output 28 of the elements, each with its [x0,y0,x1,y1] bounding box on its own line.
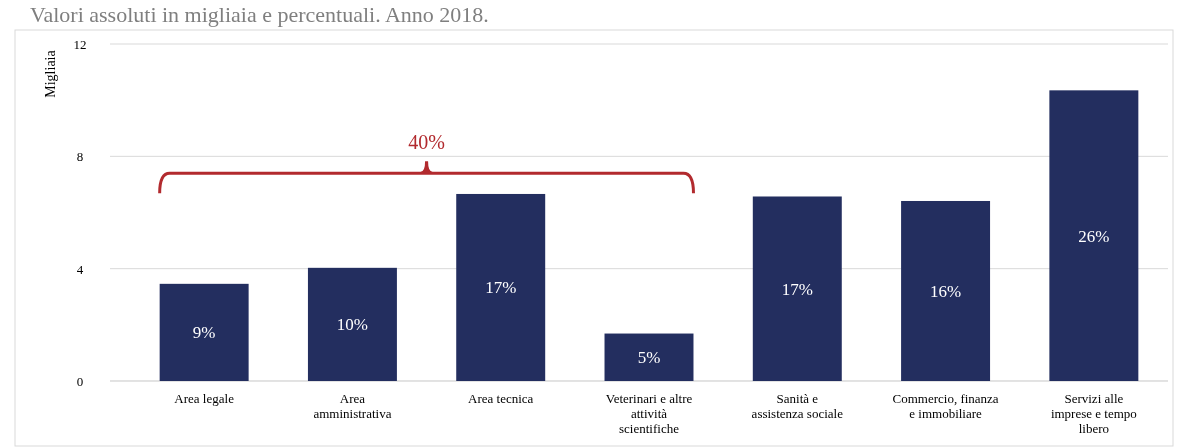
y-tick-label: 4 [76,261,84,277]
annotation: 9% [192,323,216,343]
bar [456,193,546,381]
annotation: 5% [637,348,661,368]
bar [752,196,842,381]
bar [604,333,694,381]
x-tick-label: Commercio, finanza e immobiliare [892,391,999,421]
x-tick-label: Sanità e assistenza sociale [751,391,844,421]
y-axis-title: Migliaia [43,49,58,98]
bar [901,200,991,381]
y-tick-label: 12 [73,37,87,52]
x-tick-label: Area tecnica [468,391,534,406]
bar [1049,90,1139,381]
y-tick-label: 0 [76,374,84,389]
chart-title: Valori assoluti in migliaia e percentuali. Anno 2018. [30,2,489,27]
annotation: 17% [485,278,517,298]
y-tick-label: 8 [76,149,84,165]
annotation: 16% [929,281,962,301]
annotation: 26% [1078,226,1110,246]
bar [307,267,397,381]
x-tick-label: Veterinari e altre attività scientifiche [605,391,693,436]
x-tick-label: Area legale [174,391,235,406]
x-tick-label: Area amministrativa [313,391,392,421]
bar [159,283,249,381]
annotation: 10% [336,315,369,335]
annotation: 17% [781,279,813,299]
x-tick-label: Servizi alle imprese e tempo libero [1050,391,1137,436]
annotation: 40% [408,131,445,154]
